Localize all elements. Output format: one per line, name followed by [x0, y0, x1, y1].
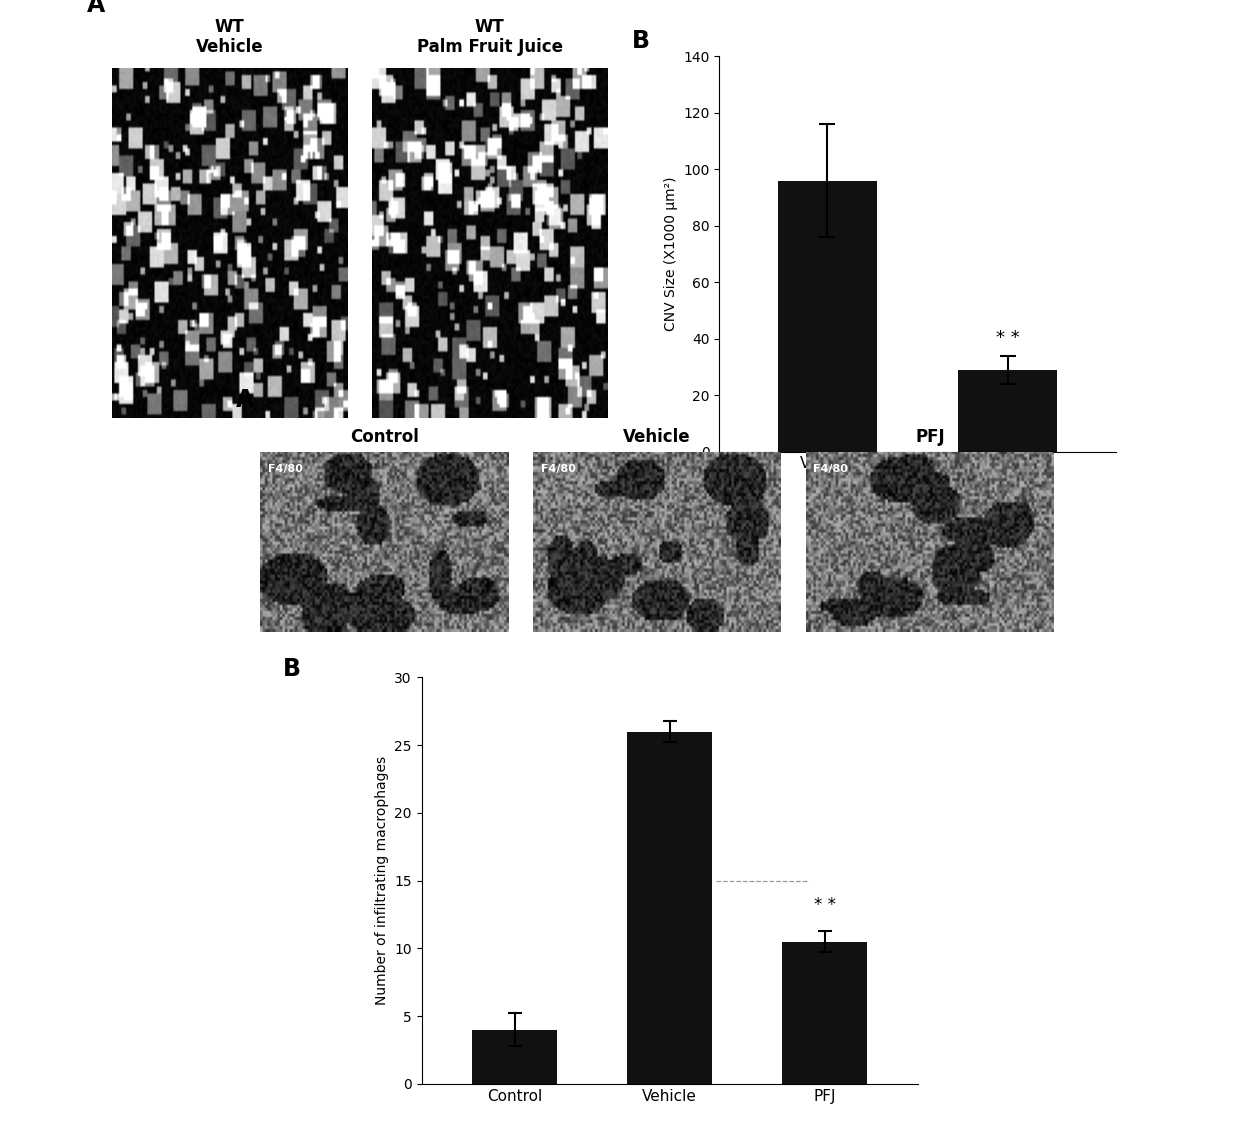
Text: F4/80: F4/80	[541, 464, 575, 474]
Text: A: A	[236, 388, 254, 412]
Text: WT
Palm Fruit Juice: WT Palm Fruit Juice	[417, 18, 563, 56]
Text: PFJ: PFJ	[915, 428, 945, 446]
Bar	[472, 1030, 557, 1084]
Text: A: A	[87, 0, 105, 17]
Text: Vehicle: Vehicle	[624, 428, 691, 446]
Text: WT
Vehicle: WT Vehicle	[196, 18, 263, 56]
Bar	[777, 181, 877, 452]
Text: F4/80: F4/80	[268, 464, 303, 474]
Bar	[627, 732, 712, 1084]
Text: B: B	[632, 29, 650, 53]
Y-axis label: Number of infiltrating macrophages: Number of infiltrating macrophages	[374, 756, 388, 1005]
Text: * *: * *	[996, 330, 1019, 348]
Y-axis label: CNV Size (X1000 μm²): CNV Size (X1000 μm²)	[663, 177, 677, 331]
Text: Control: Control	[350, 428, 419, 446]
Text: * *: * *	[813, 896, 836, 914]
Bar	[782, 942, 867, 1084]
Bar	[959, 370, 1058, 452]
Text: B: B	[283, 657, 301, 681]
Text: F4/80: F4/80	[813, 464, 848, 474]
